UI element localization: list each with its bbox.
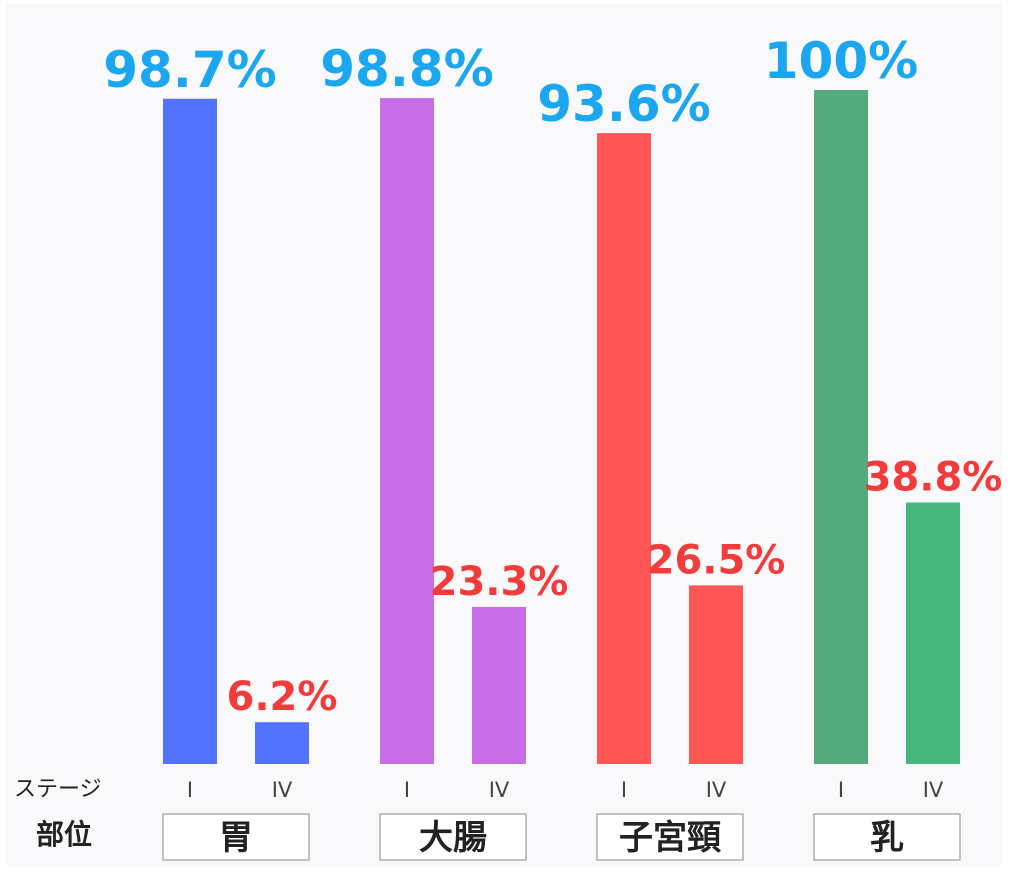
survival-rate-chart: 98.7% 6.2% 98.8% 23.3% 93.6% 26.5% 100% 38.8% ス… <box>14 32 1002 861</box>
value-label-1-stage-IV: 6.2% <box>227 674 338 720</box>
bar-1-stage-I <box>163 98 217 764</box>
bar-2-stage-IV <box>472 606 526 764</box>
stage-tick-label: I <box>621 778 627 802</box>
site-label-box <box>596 813 744 861</box>
stage-tick-label: IV <box>272 778 293 802</box>
stage-tick-label: I <box>838 778 844 802</box>
bar-2-stage-I <box>380 98 434 764</box>
value-label-3-stage-IV: 26.5% <box>647 537 786 583</box>
value-label-3-stage-I: 93.6% <box>537 75 710 133</box>
stage-tick-label: IV <box>489 778 510 802</box>
stage-tick-label: IV <box>706 778 727 802</box>
bar-4-stage-I <box>814 90 868 764</box>
site-label: 乳 <box>870 818 904 858</box>
site-label-box <box>379 813 527 861</box>
value-label-4-stage-I: 100% <box>764 32 918 90</box>
bar-1-stage-IV <box>255 722 309 764</box>
site-label-box <box>813 813 961 861</box>
stage-tick-label: I <box>404 778 410 802</box>
bar-3-stage-IV <box>689 585 743 764</box>
stage-tick-label: IV <box>923 778 944 802</box>
site-row-label: 部位 <box>36 818 92 851</box>
value-label-2-stage-I: 98.8% <box>320 40 493 98</box>
value-label-1-stage-I: 98.7% <box>103 41 276 99</box>
value-label-4-stage-IV: 38.8% <box>864 454 1002 500</box>
bar-4-stage-IV <box>906 502 960 764</box>
site-label: 胃 <box>219 818 253 858</box>
stage-tick-label: I <box>187 778 193 802</box>
site-label: 大腸 <box>419 818 487 858</box>
site-label-box <box>162 813 310 861</box>
stage-row-label: ステージ <box>14 777 102 802</box>
chart-panel: 98.7% 6.2% 98.8% 23.3% 93.6% 26.5% 100% 38.8% ス… <box>6 4 1002 866</box>
site-label: 子宮頸 <box>619 818 721 858</box>
value-label-2-stage-IV: 23.3% <box>430 559 569 605</box>
bar-3-stage-I <box>597 133 651 765</box>
